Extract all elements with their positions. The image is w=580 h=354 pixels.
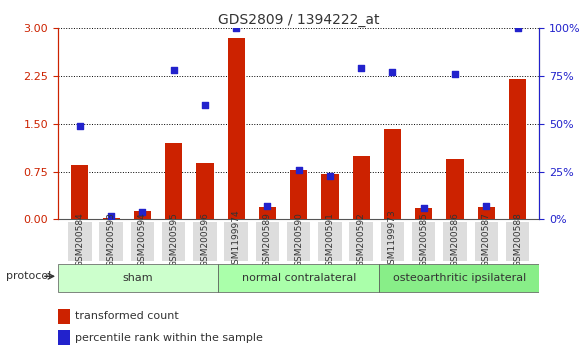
Text: protocol: protocol xyxy=(6,271,51,281)
Text: GSM1199973: GSM1199973 xyxy=(388,210,397,270)
Bar xyxy=(71,165,89,219)
Point xyxy=(200,102,209,108)
Bar xyxy=(478,207,495,219)
FancyBboxPatch shape xyxy=(193,222,217,261)
FancyBboxPatch shape xyxy=(506,222,529,261)
FancyBboxPatch shape xyxy=(224,222,248,261)
FancyBboxPatch shape xyxy=(350,222,373,261)
Point xyxy=(481,203,491,209)
FancyBboxPatch shape xyxy=(68,222,92,261)
FancyBboxPatch shape xyxy=(58,263,219,292)
FancyBboxPatch shape xyxy=(287,222,310,261)
Bar xyxy=(134,211,151,219)
Point xyxy=(450,72,459,77)
Text: GSM200596: GSM200596 xyxy=(201,212,209,267)
Text: GSM200588: GSM200588 xyxy=(513,212,522,267)
Bar xyxy=(384,129,401,219)
Text: GSM200586: GSM200586 xyxy=(451,212,459,267)
Bar xyxy=(103,218,119,219)
Bar xyxy=(58,309,70,324)
Point xyxy=(138,209,147,215)
Text: GSM200590: GSM200590 xyxy=(294,212,303,267)
Text: GSM200591: GSM200591 xyxy=(325,212,335,267)
Point xyxy=(419,205,429,211)
Bar xyxy=(353,156,370,219)
FancyBboxPatch shape xyxy=(130,222,154,261)
Text: normal contralateral: normal contralateral xyxy=(241,273,356,283)
Point xyxy=(325,173,335,178)
FancyBboxPatch shape xyxy=(474,222,498,261)
FancyBboxPatch shape xyxy=(318,222,342,261)
Text: sham: sham xyxy=(123,273,154,283)
Point xyxy=(294,167,303,173)
FancyBboxPatch shape xyxy=(99,222,123,261)
Point xyxy=(357,65,366,71)
Text: GSM200592: GSM200592 xyxy=(357,212,366,267)
Bar xyxy=(415,208,432,219)
Bar xyxy=(290,170,307,219)
Point xyxy=(75,123,85,129)
Bar xyxy=(58,330,70,345)
Text: GSM200587: GSM200587 xyxy=(482,212,491,267)
Point xyxy=(388,69,397,75)
FancyBboxPatch shape xyxy=(256,222,279,261)
Bar xyxy=(321,173,339,219)
FancyBboxPatch shape xyxy=(379,263,539,292)
Title: GDS2809 / 1394222_at: GDS2809 / 1394222_at xyxy=(218,13,379,27)
Text: GSM200594: GSM200594 xyxy=(138,212,147,267)
Bar xyxy=(447,159,463,219)
Point xyxy=(169,68,178,73)
Text: GSM1199974: GSM1199974 xyxy=(231,210,241,270)
Text: transformed count: transformed count xyxy=(75,311,179,321)
Point xyxy=(107,213,116,218)
Text: GSM200589: GSM200589 xyxy=(263,212,272,267)
Text: GSM200593: GSM200593 xyxy=(107,212,115,267)
FancyBboxPatch shape xyxy=(380,222,404,261)
FancyBboxPatch shape xyxy=(219,263,379,292)
Point xyxy=(263,203,272,209)
Bar xyxy=(509,79,526,219)
FancyBboxPatch shape xyxy=(443,222,467,261)
FancyBboxPatch shape xyxy=(412,222,436,261)
Bar xyxy=(196,164,213,219)
Text: GSM200585: GSM200585 xyxy=(419,212,428,267)
Text: osteoarthritic ipsilateral: osteoarthritic ipsilateral xyxy=(393,273,526,283)
Bar xyxy=(227,38,245,219)
Bar xyxy=(165,143,182,219)
Point xyxy=(513,25,522,31)
FancyBboxPatch shape xyxy=(162,222,186,261)
Bar xyxy=(259,207,276,219)
Text: GSM200584: GSM200584 xyxy=(75,212,84,267)
Text: percentile rank within the sample: percentile rank within the sample xyxy=(75,332,263,343)
Text: GSM200595: GSM200595 xyxy=(169,212,178,267)
Point xyxy=(231,25,241,31)
